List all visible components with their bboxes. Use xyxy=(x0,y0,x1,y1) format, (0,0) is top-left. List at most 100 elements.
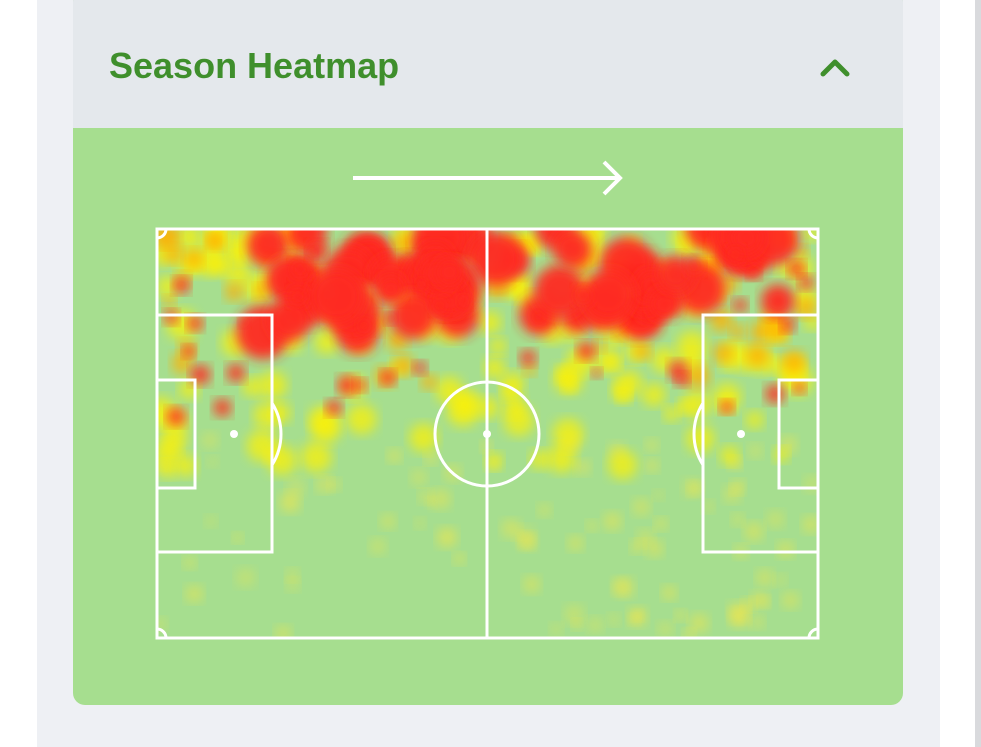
heat-blob xyxy=(547,444,576,473)
card-title: Season Heatmap xyxy=(109,45,400,86)
heat-blob xyxy=(275,625,292,638)
heat-blob xyxy=(413,361,427,375)
heat-blob xyxy=(485,452,503,470)
heat-blob xyxy=(523,363,536,376)
heat-blob xyxy=(456,293,472,309)
heat-blob xyxy=(795,297,816,319)
heatmap xyxy=(157,229,818,638)
heat-blob xyxy=(593,340,606,353)
heat-blob xyxy=(537,503,552,517)
heat-blob xyxy=(648,288,681,321)
heat-blob xyxy=(553,229,592,268)
heat-blob xyxy=(505,276,531,301)
heat-blob xyxy=(742,597,756,612)
heat-blob xyxy=(685,364,710,389)
heat-blob xyxy=(523,576,540,593)
heat-blob xyxy=(657,255,694,292)
heat-blob xyxy=(591,368,602,379)
heat-blob xyxy=(777,541,794,558)
heat-blob xyxy=(731,513,745,526)
heat-blob xyxy=(316,476,333,493)
heat-blob xyxy=(721,274,739,292)
heat-blob xyxy=(288,286,308,307)
heat-blob xyxy=(236,568,256,588)
heat-blob xyxy=(387,449,402,463)
heat-blob xyxy=(730,323,746,339)
heat-blob xyxy=(793,381,806,394)
heat-blob xyxy=(268,298,312,341)
heat-blob xyxy=(182,345,195,358)
card-header[interactable]: Season Heatmap xyxy=(73,0,903,128)
heat-blob xyxy=(756,569,773,586)
heat-blob xyxy=(157,441,181,468)
heat-blob xyxy=(745,411,764,429)
heat-blob xyxy=(430,489,451,509)
heat-blob xyxy=(224,260,251,287)
heat-blob xyxy=(247,229,290,266)
heat-blob xyxy=(645,438,659,452)
heat-blob xyxy=(266,445,297,476)
heat-blob xyxy=(290,259,310,280)
heat-blob xyxy=(390,292,437,340)
heat-blob xyxy=(663,405,680,422)
heat-blob xyxy=(166,407,186,426)
heat-blob xyxy=(437,527,457,548)
pitch xyxy=(155,160,820,640)
heat-blob xyxy=(723,485,741,503)
heat-blob xyxy=(628,607,647,627)
heat-blob xyxy=(686,424,715,453)
heat-blob xyxy=(534,265,586,317)
heat-blob xyxy=(607,613,620,626)
heat-blob xyxy=(532,310,545,323)
heat-blob xyxy=(782,591,799,609)
heat-blob xyxy=(201,432,218,449)
collapse-button[interactable] xyxy=(815,48,855,88)
heat-blob xyxy=(424,452,437,465)
heat-blob xyxy=(311,413,341,443)
heat-blob xyxy=(420,374,437,390)
heat-blob xyxy=(595,349,620,374)
heat-blob xyxy=(232,532,243,543)
heat-blob xyxy=(720,400,734,414)
heat-blob xyxy=(380,370,396,386)
heat-blob xyxy=(751,591,768,609)
heat-blob xyxy=(603,512,622,531)
heat-blob xyxy=(583,269,634,320)
heat-blob xyxy=(206,254,229,276)
heat-blob xyxy=(453,552,466,565)
heat-blob xyxy=(174,454,197,477)
pitch-spots xyxy=(230,430,745,438)
heat-blob xyxy=(612,578,629,595)
heat-blob xyxy=(414,276,429,291)
heat-blob xyxy=(369,538,386,555)
heat-blob xyxy=(392,232,417,257)
heat-blob xyxy=(662,585,677,600)
heat-blob xyxy=(280,492,301,513)
heat-blob xyxy=(238,317,250,328)
heat-blob xyxy=(685,256,704,276)
heat-blob xyxy=(164,309,179,325)
heat-blob xyxy=(479,311,502,334)
heat-blob xyxy=(337,375,357,396)
heat-blob xyxy=(702,500,715,513)
heat-blob xyxy=(573,285,594,306)
heat-blob xyxy=(633,341,652,360)
heat-blob xyxy=(674,372,689,387)
heat-blob xyxy=(185,585,203,603)
heat-blob xyxy=(309,269,364,324)
heat-blob xyxy=(607,450,638,480)
heat-blob xyxy=(615,370,643,397)
heat-blob xyxy=(213,398,232,417)
heat-blob xyxy=(677,399,693,415)
heat-blob xyxy=(642,383,666,407)
heat-blob xyxy=(720,446,740,466)
heat-blob xyxy=(164,244,183,263)
heat-blob xyxy=(761,284,795,318)
heat-blob xyxy=(376,274,406,304)
heat-blob xyxy=(224,282,244,302)
heat-blob xyxy=(410,469,427,486)
heat-blob xyxy=(254,284,269,299)
heat-blob xyxy=(798,275,814,290)
heat-blob xyxy=(157,275,179,298)
